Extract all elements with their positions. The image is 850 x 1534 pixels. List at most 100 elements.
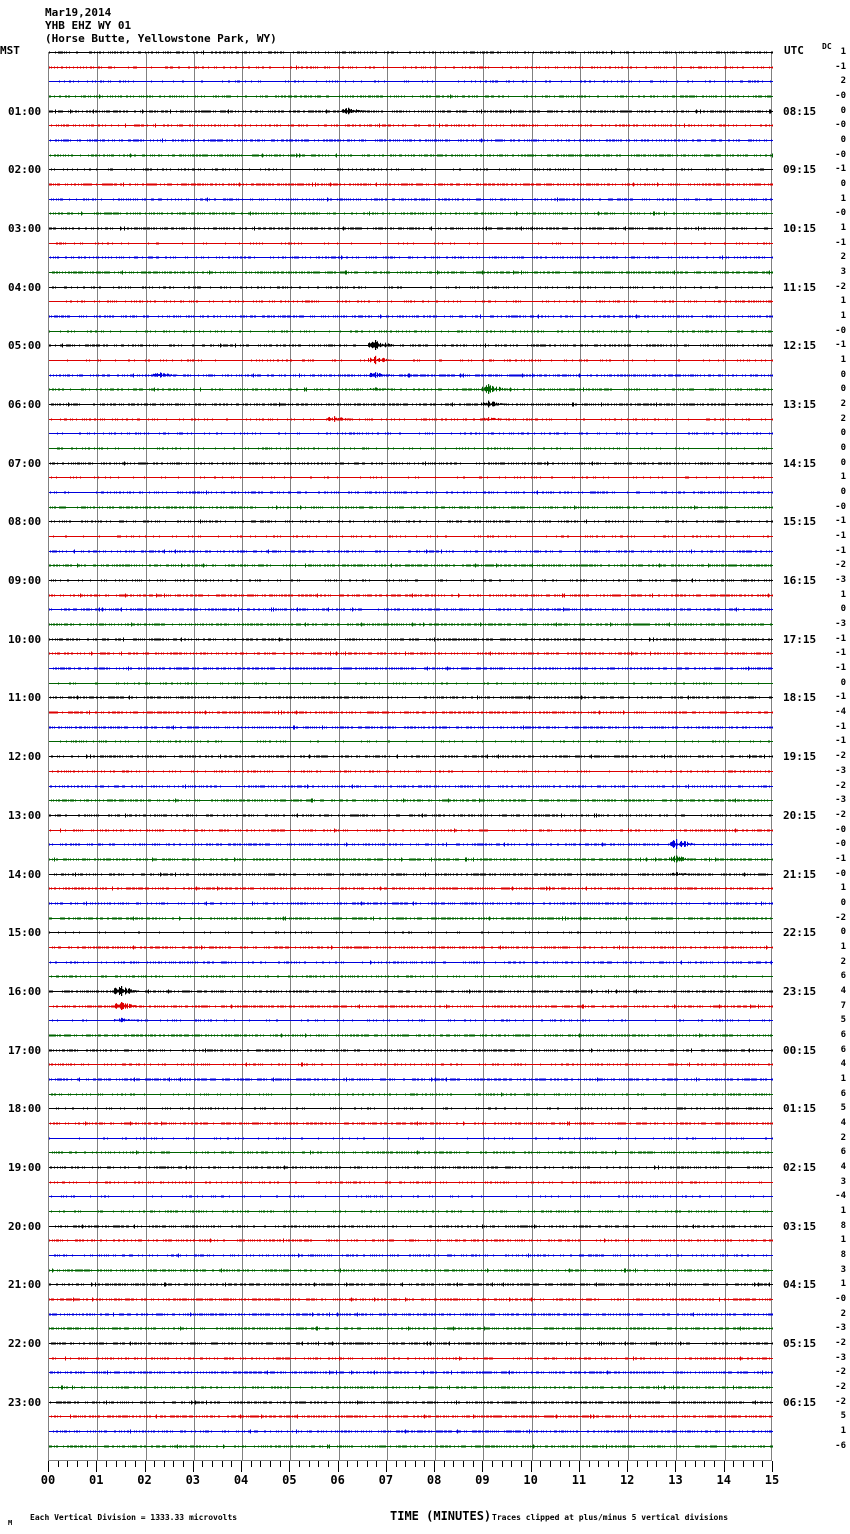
seismic-trace xyxy=(49,809,773,821)
trace-canvas xyxy=(49,531,773,543)
helicorder-plot[interactable] xyxy=(48,47,773,1460)
mst-hour-label: 02:00 xyxy=(8,163,42,177)
x-tick-label: 08 xyxy=(426,1473,442,1487)
seismic-trace xyxy=(49,355,773,367)
x-tick-label: 05 xyxy=(282,1473,297,1487)
seismic-trace xyxy=(49,428,773,440)
trace-canvas xyxy=(49,853,773,865)
trace-canvas xyxy=(49,281,773,293)
dc-value: -6 xyxy=(835,1440,846,1451)
seismic-trace xyxy=(49,105,773,117)
dc-value: -1 xyxy=(835,853,846,864)
trace-canvas xyxy=(49,296,773,308)
seismic-trace xyxy=(49,443,773,455)
trace-canvas xyxy=(49,76,773,88)
x-tick-major xyxy=(675,1461,677,1472)
trace-canvas xyxy=(49,941,773,953)
dc-value: 1 xyxy=(840,1073,846,1084)
trace-canvas xyxy=(49,1220,773,1232)
trace-canvas xyxy=(49,501,773,513)
seismic-trace xyxy=(49,721,773,733)
x-tick-minor xyxy=(424,1461,426,1467)
dc-value: 0 xyxy=(840,105,846,116)
x-tick-minor xyxy=(67,1461,69,1467)
mst-hour-label: 07:00 xyxy=(8,456,42,470)
header-block: Mar19,2014 YHB EHZ WY 01 (Horse Butte, Y… xyxy=(45,6,277,45)
trace-canvas xyxy=(49,1191,773,1203)
seismic-trace xyxy=(49,193,773,205)
seismic-trace xyxy=(49,692,773,704)
dc-value: -3 xyxy=(835,795,846,806)
x-tick-minor xyxy=(308,1461,310,1467)
x-tick-minor xyxy=(183,1461,185,1467)
seismic-trace xyxy=(49,1029,773,1041)
seismic-trace xyxy=(49,164,773,176)
x-tick-minor xyxy=(646,1461,648,1467)
x-tick-major xyxy=(144,1461,146,1472)
dc-value: 0 xyxy=(840,677,846,688)
dc-value: 6 xyxy=(840,1088,846,1099)
x-tick-minor xyxy=(318,1461,320,1467)
seismic-trace xyxy=(49,1220,773,1232)
utc-hour-label: 02:15 xyxy=(783,1160,817,1174)
mst-hour-label: 11:00 xyxy=(8,691,42,705)
trace-canvas xyxy=(49,839,773,851)
mst-hour-label: 01:00 xyxy=(8,104,42,118)
seismic-trace xyxy=(49,1015,773,1027)
seismic-trace xyxy=(49,927,773,939)
seismic-trace xyxy=(49,575,773,587)
seismic-trace xyxy=(49,1103,773,1115)
seismic-trace xyxy=(49,868,773,880)
utc-hour-label: 18:15 xyxy=(783,691,817,705)
trace-canvas xyxy=(49,1264,773,1276)
dc-value: 4 xyxy=(840,1161,846,1172)
dc-value: 1 xyxy=(840,941,846,952)
dc-value: 0 xyxy=(840,179,846,190)
seismic-trace xyxy=(49,560,773,572)
mst-hour-label: 05:00 xyxy=(8,339,42,353)
dc-value: -2 xyxy=(835,1396,846,1407)
mst-hour-label: 03:00 xyxy=(8,222,42,236)
seismic-trace xyxy=(49,839,773,851)
trace-canvas xyxy=(49,164,773,176)
seismic-trace xyxy=(49,1323,773,1335)
x-tick-major xyxy=(530,1461,532,1472)
dc-value: 2 xyxy=(840,1308,846,1319)
x-tick-minor xyxy=(76,1461,78,1467)
seismic-trace xyxy=(49,633,773,645)
dc-value: -0 xyxy=(835,1293,846,1304)
dc-value: 1 xyxy=(840,589,846,600)
trace-canvas xyxy=(49,91,773,102)
dc-value: -0 xyxy=(835,824,846,835)
trace-canvas xyxy=(49,1015,773,1027)
x-tick-label: 11 xyxy=(571,1473,587,1487)
dc-value: 1 xyxy=(840,355,846,366)
trace-canvas xyxy=(49,1059,773,1071)
seismic-trace xyxy=(49,252,773,264)
trace-canvas xyxy=(49,1337,773,1349)
seismic-trace xyxy=(49,61,773,73)
x-tick-minor xyxy=(250,1461,252,1467)
x-tick-major xyxy=(337,1461,339,1472)
dc-value: 0 xyxy=(840,897,846,908)
x-tick-major xyxy=(241,1461,243,1472)
trace-canvas xyxy=(49,355,773,367)
trace-canvas xyxy=(49,252,773,264)
x-tick-label: 10 xyxy=(523,1473,538,1487)
trace-canvas xyxy=(49,413,773,425)
seismic-trace xyxy=(49,1308,773,1320)
utc-hour-label: 10:15 xyxy=(783,222,817,236)
dc-value: -1 xyxy=(835,237,846,248)
trace-canvas xyxy=(49,868,773,880)
trace-canvas xyxy=(49,751,773,763)
dc-value: -1 xyxy=(835,61,846,72)
trace-canvas xyxy=(49,208,773,220)
trace-canvas xyxy=(49,1088,773,1100)
seismic-trace xyxy=(49,648,773,660)
trace-canvas xyxy=(49,1103,773,1115)
mst-hour-label: 14:00 xyxy=(8,867,42,881)
x-tick-minor xyxy=(463,1461,465,1467)
x-tick-label: 09 xyxy=(475,1473,490,1487)
x-tick-minor xyxy=(617,1461,619,1467)
dc-value: 1 xyxy=(840,296,846,307)
